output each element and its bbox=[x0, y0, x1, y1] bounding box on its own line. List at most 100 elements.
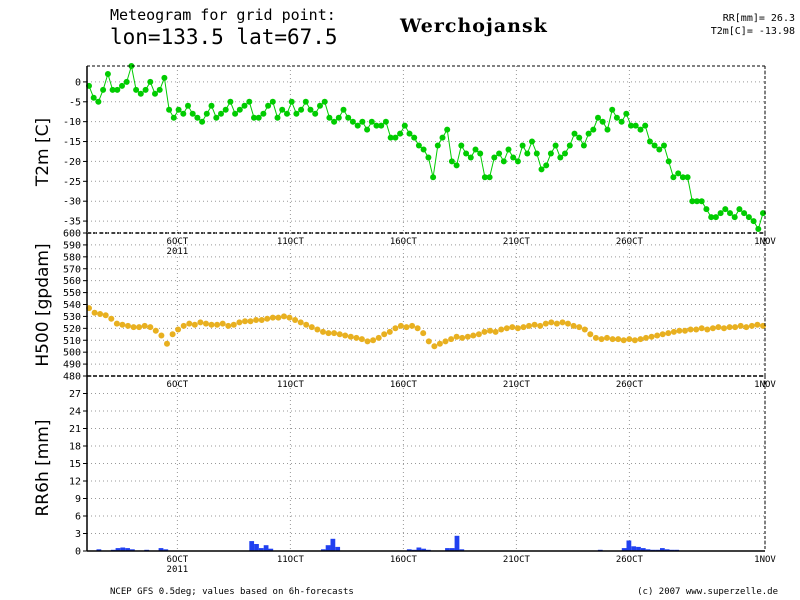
geopotential-point bbox=[347, 333, 354, 340]
temperature-point bbox=[444, 126, 451, 133]
geopotential-point bbox=[425, 338, 432, 345]
geopotential-point bbox=[526, 322, 532, 329]
precipitation-bar bbox=[449, 548, 455, 551]
precipitation-bar bbox=[321, 549, 326, 552]
temperature-point bbox=[651, 142, 658, 149]
temperature-point bbox=[665, 158, 672, 165]
temperature-point bbox=[213, 114, 220, 121]
geopotential-point bbox=[648, 333, 655, 340]
temperature-point bbox=[364, 126, 371, 133]
temperature-point bbox=[708, 214, 715, 221]
geopotential-point bbox=[754, 321, 761, 328]
precipitation-bar bbox=[660, 548, 665, 551]
y-tick-label: 540 bbox=[63, 300, 81, 311]
temperature-point bbox=[496, 150, 503, 157]
geopotential-point bbox=[108, 315, 115, 322]
geopotential-point bbox=[141, 322, 148, 329]
precipitation-bar bbox=[631, 546, 637, 551]
temperature-point bbox=[741, 210, 748, 217]
temperature-point bbox=[298, 106, 305, 113]
geopotential-point bbox=[386, 328, 393, 335]
temperature-point bbox=[397, 130, 404, 137]
temperature-point bbox=[415, 142, 422, 149]
precipitation-bar bbox=[130, 549, 135, 552]
geopotential-point bbox=[509, 324, 516, 331]
temperature-point bbox=[260, 110, 267, 117]
geopotential-point bbox=[297, 319, 304, 326]
y-tick-label: 480 bbox=[63, 372, 81, 383]
temperature-point bbox=[265, 102, 272, 109]
temperature-point bbox=[562, 150, 568, 157]
geopotential-point bbox=[682, 327, 688, 334]
y-tick-label: -35 bbox=[63, 217, 81, 228]
geopotential-point bbox=[286, 314, 293, 321]
temperature-point bbox=[580, 142, 587, 149]
geopotential-point bbox=[225, 322, 232, 329]
geopotential-point bbox=[180, 322, 187, 329]
x-tick-label: 21OCT bbox=[503, 555, 531, 565]
temperature-point bbox=[331, 118, 338, 125]
stat-precipitation: RR[mm]= 26.3 bbox=[723, 13, 795, 24]
temperature-point bbox=[340, 106, 347, 113]
geopotential-point bbox=[164, 340, 170, 347]
temperature-point bbox=[354, 122, 361, 129]
y-axis-label: T2m [C] bbox=[33, 118, 53, 187]
temperature-point bbox=[321, 98, 328, 105]
temperature-point bbox=[463, 150, 470, 157]
temperature-point bbox=[382, 118, 389, 125]
temperature-point bbox=[269, 98, 276, 105]
temperature-point bbox=[199, 118, 206, 125]
precipitation-bar bbox=[325, 545, 331, 551]
geopotential-point bbox=[242, 318, 248, 325]
temperature-point bbox=[628, 122, 634, 129]
temperature-point bbox=[524, 150, 531, 157]
y-tick-label: 590 bbox=[63, 240, 81, 251]
geopotential-point bbox=[97, 311, 104, 317]
temperature-point bbox=[274, 114, 281, 121]
geopotential-point bbox=[442, 338, 449, 345]
temperature-point bbox=[326, 114, 333, 121]
temperature-point bbox=[632, 122, 639, 129]
geopotential-point bbox=[158, 332, 165, 339]
geopotential-point bbox=[520, 324, 527, 331]
temperature-point bbox=[335, 114, 342, 121]
geopotential-point bbox=[448, 336, 455, 343]
temperature-point bbox=[411, 134, 418, 141]
temperature-point bbox=[458, 142, 465, 149]
x-tick-year-label: 2011 bbox=[167, 565, 189, 575]
geopotential-point bbox=[492, 328, 499, 335]
footer-credit: (c) 2007 www.superzelle.de bbox=[637, 587, 778, 597]
geopotential-point bbox=[637, 336, 644, 343]
temperature-point bbox=[722, 206, 729, 213]
temperature-point bbox=[675, 170, 682, 177]
station-name: Werchojansk bbox=[399, 15, 548, 37]
geopotential-point bbox=[726, 324, 733, 331]
precipitation-bar bbox=[416, 547, 422, 551]
geopotential-point bbox=[381, 331, 388, 338]
y-tick-label: 27 bbox=[69, 389, 81, 400]
geopotential-point bbox=[214, 321, 221, 328]
temperature-point bbox=[293, 110, 300, 117]
precipitation-bar bbox=[163, 549, 169, 552]
temperature-point bbox=[312, 110, 319, 117]
temperature-point bbox=[543, 162, 550, 169]
geopotential-point bbox=[113, 320, 120, 327]
geopotential-point bbox=[592, 334, 599, 341]
y-tick-label: 21 bbox=[69, 424, 81, 435]
temperature-point bbox=[618, 118, 625, 125]
temperature-point bbox=[359, 118, 366, 125]
temperature-point bbox=[161, 74, 168, 81]
geopotential-panel: 6OCT 11OCT 16OCT 21OCT 26OCT 1NOV600590580570… bbox=[33, 229, 776, 391]
geopotential-point bbox=[732, 324, 739, 331]
precipitation-bar bbox=[249, 541, 255, 551]
temperature-point bbox=[491, 154, 498, 161]
temperature-point bbox=[486, 174, 493, 181]
geopotential-point bbox=[420, 330, 427, 337]
precipitation-bar bbox=[406, 549, 412, 552]
temperature-point bbox=[147, 78, 154, 85]
y-tick-label: 9 bbox=[75, 494, 81, 505]
temperature-point bbox=[500, 158, 507, 165]
temperature-point bbox=[514, 158, 521, 165]
geopotential-point bbox=[576, 324, 583, 331]
precipitation-bar bbox=[626, 540, 632, 551]
